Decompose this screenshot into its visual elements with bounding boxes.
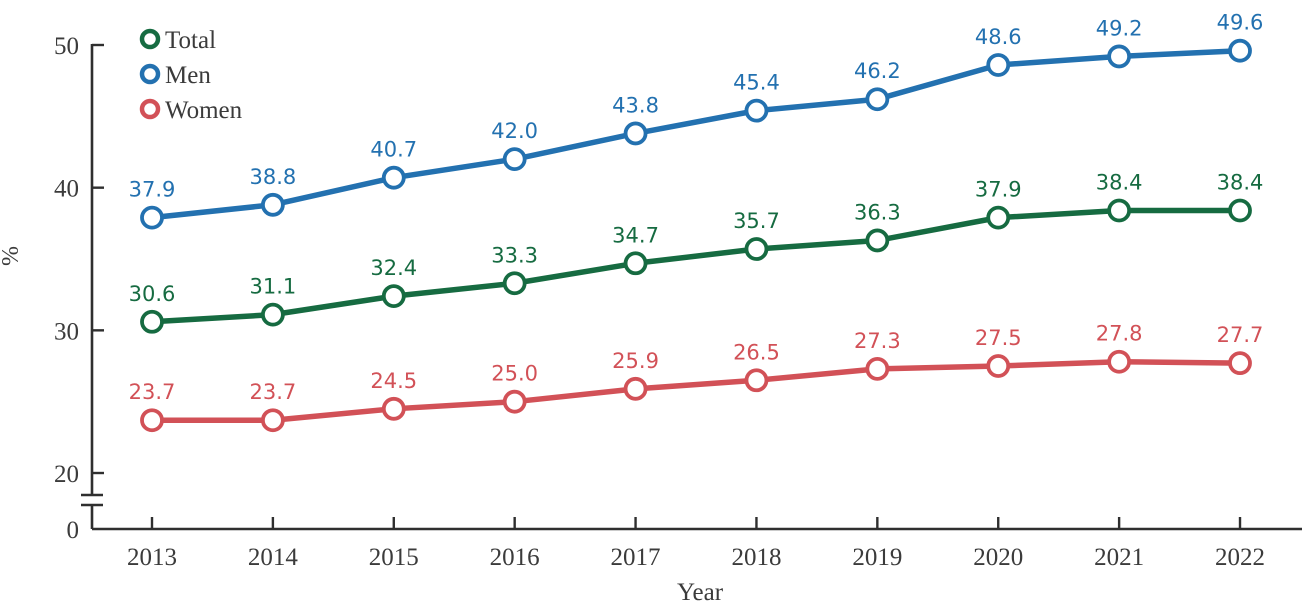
x-tick-label: 2016 <box>490 544 540 571</box>
series-line-total <box>149 207 1243 325</box>
data-point-total-2018 <box>744 237 769 261</box>
data-label-total-2022: 38.4 <box>1217 170 1264 194</box>
y-tick-label: 50 <box>54 33 79 60</box>
data-label-men-2021: 49.2 <box>1096 16 1143 40</box>
data-point-women-2020 <box>986 354 1011 378</box>
data-point-total-2021 <box>1107 198 1132 223</box>
series-group: 30.6 31.1 32.4 33.3 34.7 35.7 36.3 37.9 38.4 38.4… <box>129 11 1264 433</box>
data-label-women-2014: 23.7 <box>250 380 297 404</box>
data-point-men-2019 <box>865 87 890 112</box>
data-point-women-2018 <box>744 368 769 393</box>
data-label-women-2018: 26.5 <box>733 340 780 364</box>
data-point-women-2016 <box>502 389 527 414</box>
x-tick-label: 2021 <box>1094 544 1144 571</box>
data-point-total-2016 <box>502 271 527 296</box>
data-point-men-2016 <box>502 147 527 172</box>
data-label-total-2017: 34.7 <box>612 223 659 247</box>
data-point-men-2018 <box>744 98 769 123</box>
series-line-women <box>149 358 1243 423</box>
data-point-total-2015 <box>381 284 406 308</box>
data-point-total-2020 <box>986 205 1011 230</box>
y-tick-label: 40 <box>54 176 79 203</box>
data-label-women-2021: 27.8 <box>1096 322 1143 346</box>
data-point-men-2014 <box>260 192 285 217</box>
legend-swatch-total <box>139 28 161 50</box>
series-line-men <box>149 47 1243 221</box>
data-point-men-2021 <box>1107 44 1132 69</box>
x-tick-label: 2013 <box>127 544 177 571</box>
legend-label-men: Men <box>165 62 211 89</box>
data-point-men-2020 <box>986 53 1011 77</box>
data-point-women-2021 <box>1107 349 1132 374</box>
data-label-total-2013: 30.6 <box>129 282 176 306</box>
data-label-men-2022: 49.6 <box>1217 11 1264 35</box>
x-tick-label: 2014 <box>248 544 299 571</box>
data-label-men-2020: 48.6 <box>975 25 1022 49</box>
data-point-women-2014 <box>260 408 285 433</box>
data-label-men-2016: 42.0 <box>491 119 538 143</box>
x-tick-label: 2017 <box>611 544 661 571</box>
tick-labels-group: 50 40 30 20 0 2013 2014 2015 2016 2017 2018 2019 202… <box>54 33 1265 571</box>
x-tick-label: 2018 <box>731 544 781 571</box>
legend-swatch-women <box>139 98 161 120</box>
axes-group <box>81 43 1302 531</box>
legend-swatch-men <box>139 63 161 85</box>
data-label-women-2022: 27.7 <box>1217 323 1264 347</box>
data-point-total-2019 <box>865 228 890 253</box>
data-label-total-2018: 35.7 <box>733 209 780 233</box>
data-point-women-2015 <box>381 396 406 421</box>
x-axis-title: Year <box>677 579 724 606</box>
data-point-men-2015 <box>381 165 406 190</box>
data-label-men-2013: 37.9 <box>129 178 176 202</box>
data-point-women-2019 <box>865 356 890 381</box>
data-label-men-2019: 46.2 <box>854 59 901 83</box>
data-label-total-2021: 38.4 <box>1096 170 1143 194</box>
data-label-women-2020: 27.5 <box>975 326 1022 350</box>
legend-label-total: Total <box>165 27 216 54</box>
data-label-total-2014: 31.1 <box>250 275 297 299</box>
data-point-men-2022 <box>1228 38 1252 63</box>
x-tick-label: 2019 <box>852 544 902 571</box>
y-tick-label: 20 <box>54 461 79 488</box>
data-point-women-2022 <box>1228 351 1252 376</box>
data-label-women-2015: 24.5 <box>370 369 417 393</box>
data-label-women-2016: 25.0 <box>491 362 538 386</box>
legend-group: Total Men Women <box>139 27 243 124</box>
data-label-total-2015: 32.4 <box>370 256 417 280</box>
data-point-men-2013 <box>140 205 164 230</box>
data-point-women-2013 <box>140 408 164 433</box>
y-tick-label: 0 <box>67 517 80 544</box>
data-point-total-2014 <box>260 302 285 327</box>
data-label-total-2019: 36.3 <box>854 200 901 224</box>
x-tick-label: 2022 <box>1215 544 1265 571</box>
data-label-women-2013: 23.7 <box>129 380 176 404</box>
data-label-men-2014: 38.8 <box>250 165 297 189</box>
y-tick-label: 30 <box>54 318 79 345</box>
data-point-total-2022 <box>1228 198 1252 223</box>
data-label-total-2020: 37.9 <box>975 178 1022 202</box>
data-label-men-2018: 45.4 <box>733 71 780 95</box>
data-point-women-2017 <box>623 376 648 401</box>
data-label-women-2017: 25.9 <box>612 349 659 373</box>
data-point-total-2013 <box>140 309 164 334</box>
y-axis-title: % <box>0 246 24 266</box>
legend-label-women: Women <box>165 97 243 124</box>
data-label-women-2019: 27.3 <box>854 329 901 353</box>
data-label-men-2017: 43.8 <box>612 93 659 117</box>
data-point-total-2017 <box>623 251 648 276</box>
x-tick-label: 2020 <box>973 544 1023 571</box>
data-point-men-2017 <box>623 121 648 146</box>
x-tick-label: 2015 <box>369 544 419 571</box>
data-label-total-2016: 33.3 <box>491 243 538 267</box>
data-label-men-2015: 40.7 <box>370 138 417 162</box>
